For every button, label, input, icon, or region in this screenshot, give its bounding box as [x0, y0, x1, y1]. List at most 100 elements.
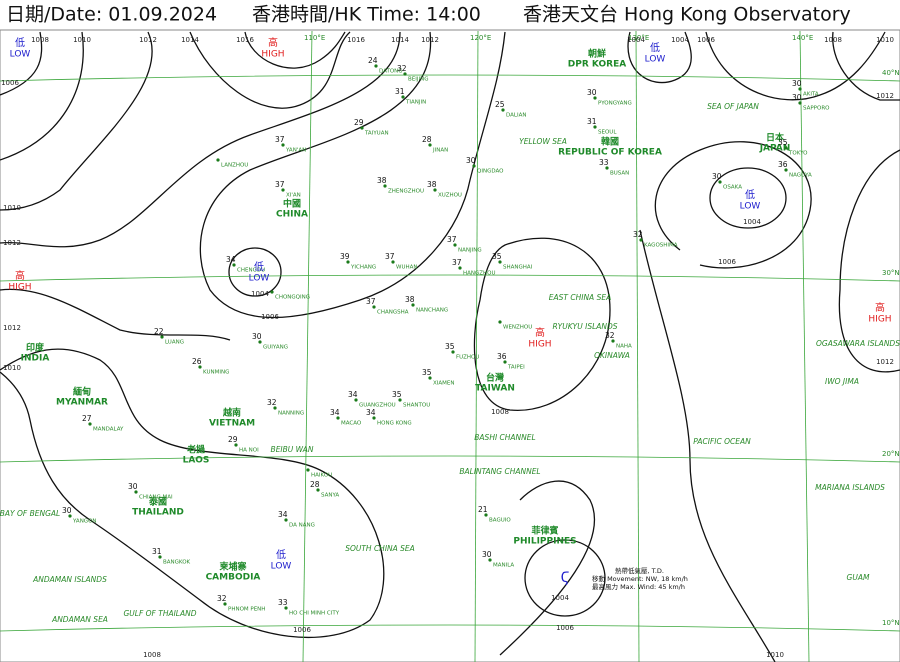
city-temp: 37	[447, 235, 457, 244]
city-name: BAGUIO	[489, 518, 511, 524]
city-dot	[453, 243, 457, 247]
city-dot	[273, 406, 277, 410]
pressure-center-cn: 高	[15, 269, 25, 282]
sea-label: BEIBU WAN	[271, 445, 314, 454]
city-temp: 38	[405, 295, 415, 304]
region-en: REPUBLIC OF KOREA	[558, 148, 662, 158]
pressure-center-cn: 低	[15, 36, 25, 49]
isobar-label: 1012	[3, 324, 21, 332]
lon-label: 130°E	[628, 34, 649, 42]
city-dot	[198, 365, 202, 369]
city-dot	[281, 143, 285, 147]
city-temp: 22	[154, 327, 164, 336]
sea-label: OKINAWA	[594, 351, 630, 360]
city-name: SHANGHAI	[503, 265, 533, 271]
city-dot	[411, 303, 415, 307]
city-dot	[284, 606, 288, 610]
city-dot	[234, 443, 238, 447]
sea-label: PACIFIC OCEAN	[693, 437, 751, 446]
region-cn: 韓國	[601, 136, 619, 148]
city-name: QINGDAO	[477, 169, 504, 175]
meridian	[474, 30, 479, 662]
city-name: DA NANG	[289, 523, 315, 529]
city-name: HONG KONG	[377, 421, 412, 427]
sea-label: BALINTANG CHANNEL	[459, 467, 540, 476]
region-en: THAILAND	[132, 508, 184, 518]
isobar-label: 1010	[73, 36, 91, 44]
city-name: CHANGSHA	[377, 310, 409, 316]
region-en: LAOS	[183, 456, 210, 466]
region-en: JAPAN	[759, 144, 791, 154]
city-temp: 32	[217, 594, 227, 603]
isobar-label: 1016	[347, 36, 365, 44]
city-name: TOKYO	[788, 151, 808, 157]
city-temp: 33	[278, 598, 288, 607]
storm-name: 熱帶低氣壓, T.D.	[615, 566, 664, 575]
city-temp: 30	[587, 88, 597, 97]
city-name: MANDALAY	[93, 427, 124, 433]
city-dot	[216, 158, 220, 162]
city-temp: 25	[495, 100, 505, 109]
meridian	[302, 30, 313, 662]
isobars	[0, 31, 900, 662]
isobar-label: 1004	[251, 290, 269, 298]
city-temp: 26	[192, 357, 202, 366]
city-temp: 37	[452, 258, 462, 267]
city-temp: 30	[466, 156, 476, 165]
city-temp: 35	[778, 138, 788, 147]
city-name: HAIKOU	[311, 473, 332, 479]
city-dot	[346, 260, 350, 264]
sea-label: SOUTH CHINA SEA	[345, 544, 415, 553]
sea-label: BASHI CHANNEL	[474, 433, 535, 442]
sea-label: ANDAMAN SEA	[51, 615, 108, 624]
sea-label: ANDAMAN ISLANDS	[32, 575, 107, 584]
region-cn: 泰國	[148, 496, 167, 508]
city-dot	[391, 260, 395, 264]
region-en: CAMBODIA	[206, 573, 261, 583]
city-name: AKITA	[803, 92, 819, 98]
city-temp: 37	[385, 252, 395, 261]
region-cn: 印度	[26, 342, 45, 354]
city-temp: 37	[366, 297, 376, 306]
city-dot	[458, 266, 462, 270]
pressure-center-en: LOW	[249, 274, 270, 284]
city-dot	[501, 108, 505, 112]
city-name: TAIPEI	[507, 365, 525, 371]
header-date: 日期/Date: 01.09.2024	[6, 4, 217, 26]
meridian	[635, 30, 640, 662]
sea-label: BAY OF BENGAL	[0, 509, 60, 518]
lon-label: 140°E	[792, 34, 813, 42]
city-dot	[593, 96, 597, 100]
city-dot	[258, 340, 262, 344]
city-name: SHANTOU	[403, 403, 430, 409]
city-name: DATONG	[379, 69, 403, 75]
city-name: MACAO	[341, 421, 362, 427]
pressure-center-cn: 高	[875, 301, 885, 314]
sea-label: SEA OF JAPAN	[707, 102, 759, 111]
city-dot	[593, 125, 597, 129]
city-dot	[639, 238, 643, 242]
city-name: CHENGDU	[237, 268, 265, 274]
city-dot	[316, 488, 320, 492]
city-name: BUSAN	[610, 171, 629, 177]
city-dot	[281, 188, 285, 192]
city-name: FUZHOU	[456, 355, 479, 361]
region-cn: 朝鮮	[588, 48, 606, 60]
isobar-label: 1014	[391, 36, 409, 44]
city-dot	[403, 72, 407, 76]
pressure-center-cn: 低	[650, 41, 660, 54]
city-name: GUANGZHOU	[359, 403, 396, 409]
sea-label: RYUKYU ISLANDS	[552, 322, 617, 331]
city-dot	[354, 398, 358, 402]
isobar-label: 1012	[3, 239, 21, 247]
city-name: MANILA	[493, 563, 514, 569]
city-temp: 35	[492, 252, 502, 261]
city-dot	[484, 513, 488, 517]
city-dot	[428, 143, 432, 147]
city-temp: 39	[340, 252, 350, 261]
pressure-center-en: HIGH	[528, 340, 551, 350]
isobar-label: 1004	[743, 218, 761, 226]
city-name: SAPPORO	[803, 106, 830, 112]
isobar-label: 1012	[139, 36, 157, 44]
city-temp: 34	[278, 510, 288, 519]
